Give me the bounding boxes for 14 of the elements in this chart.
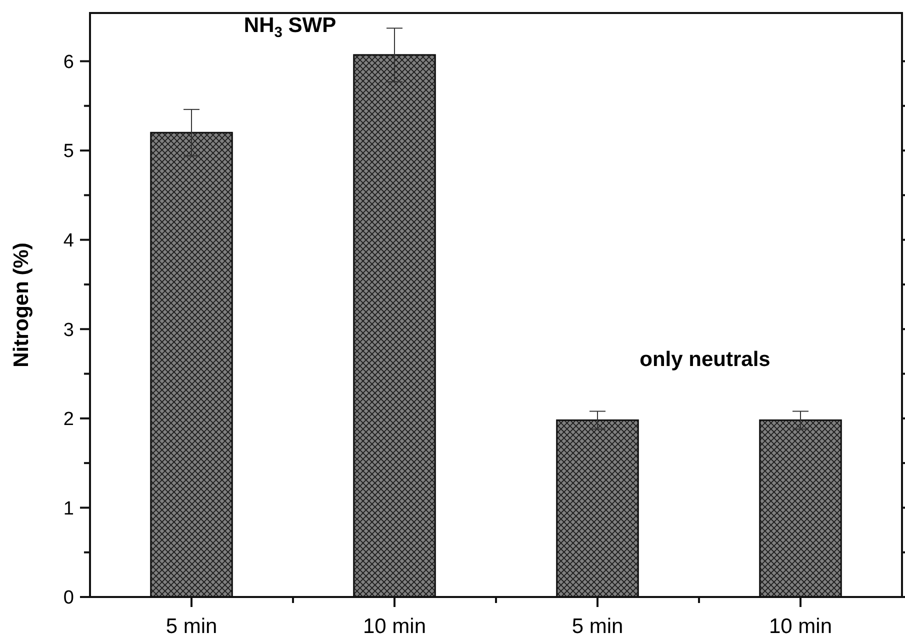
- x-tick-label: 5 min: [572, 615, 624, 638]
- y-axis-title: Nitrogen (%): [10, 242, 33, 368]
- annotation: NH$_{3}$ SWP: [244, 14, 336, 42]
- x-tick-label: 5 min: [166, 615, 218, 638]
- y-tick-label: 3: [63, 320, 74, 341]
- y-tick-label: 2: [63, 409, 74, 430]
- x-tick-label: 10 min: [768, 615, 832, 638]
- x-tick-label: 10 min: [362, 615, 426, 638]
- annotation: only neutrals: [640, 348, 770, 371]
- y-tick-label: 5: [63, 141, 74, 162]
- y-tick-label: 0: [63, 588, 74, 609]
- y-tick-label: 4: [63, 230, 74, 252]
- y-tick-label: 1: [63, 498, 74, 520]
- y-tick-label: 6: [63, 52, 74, 73]
